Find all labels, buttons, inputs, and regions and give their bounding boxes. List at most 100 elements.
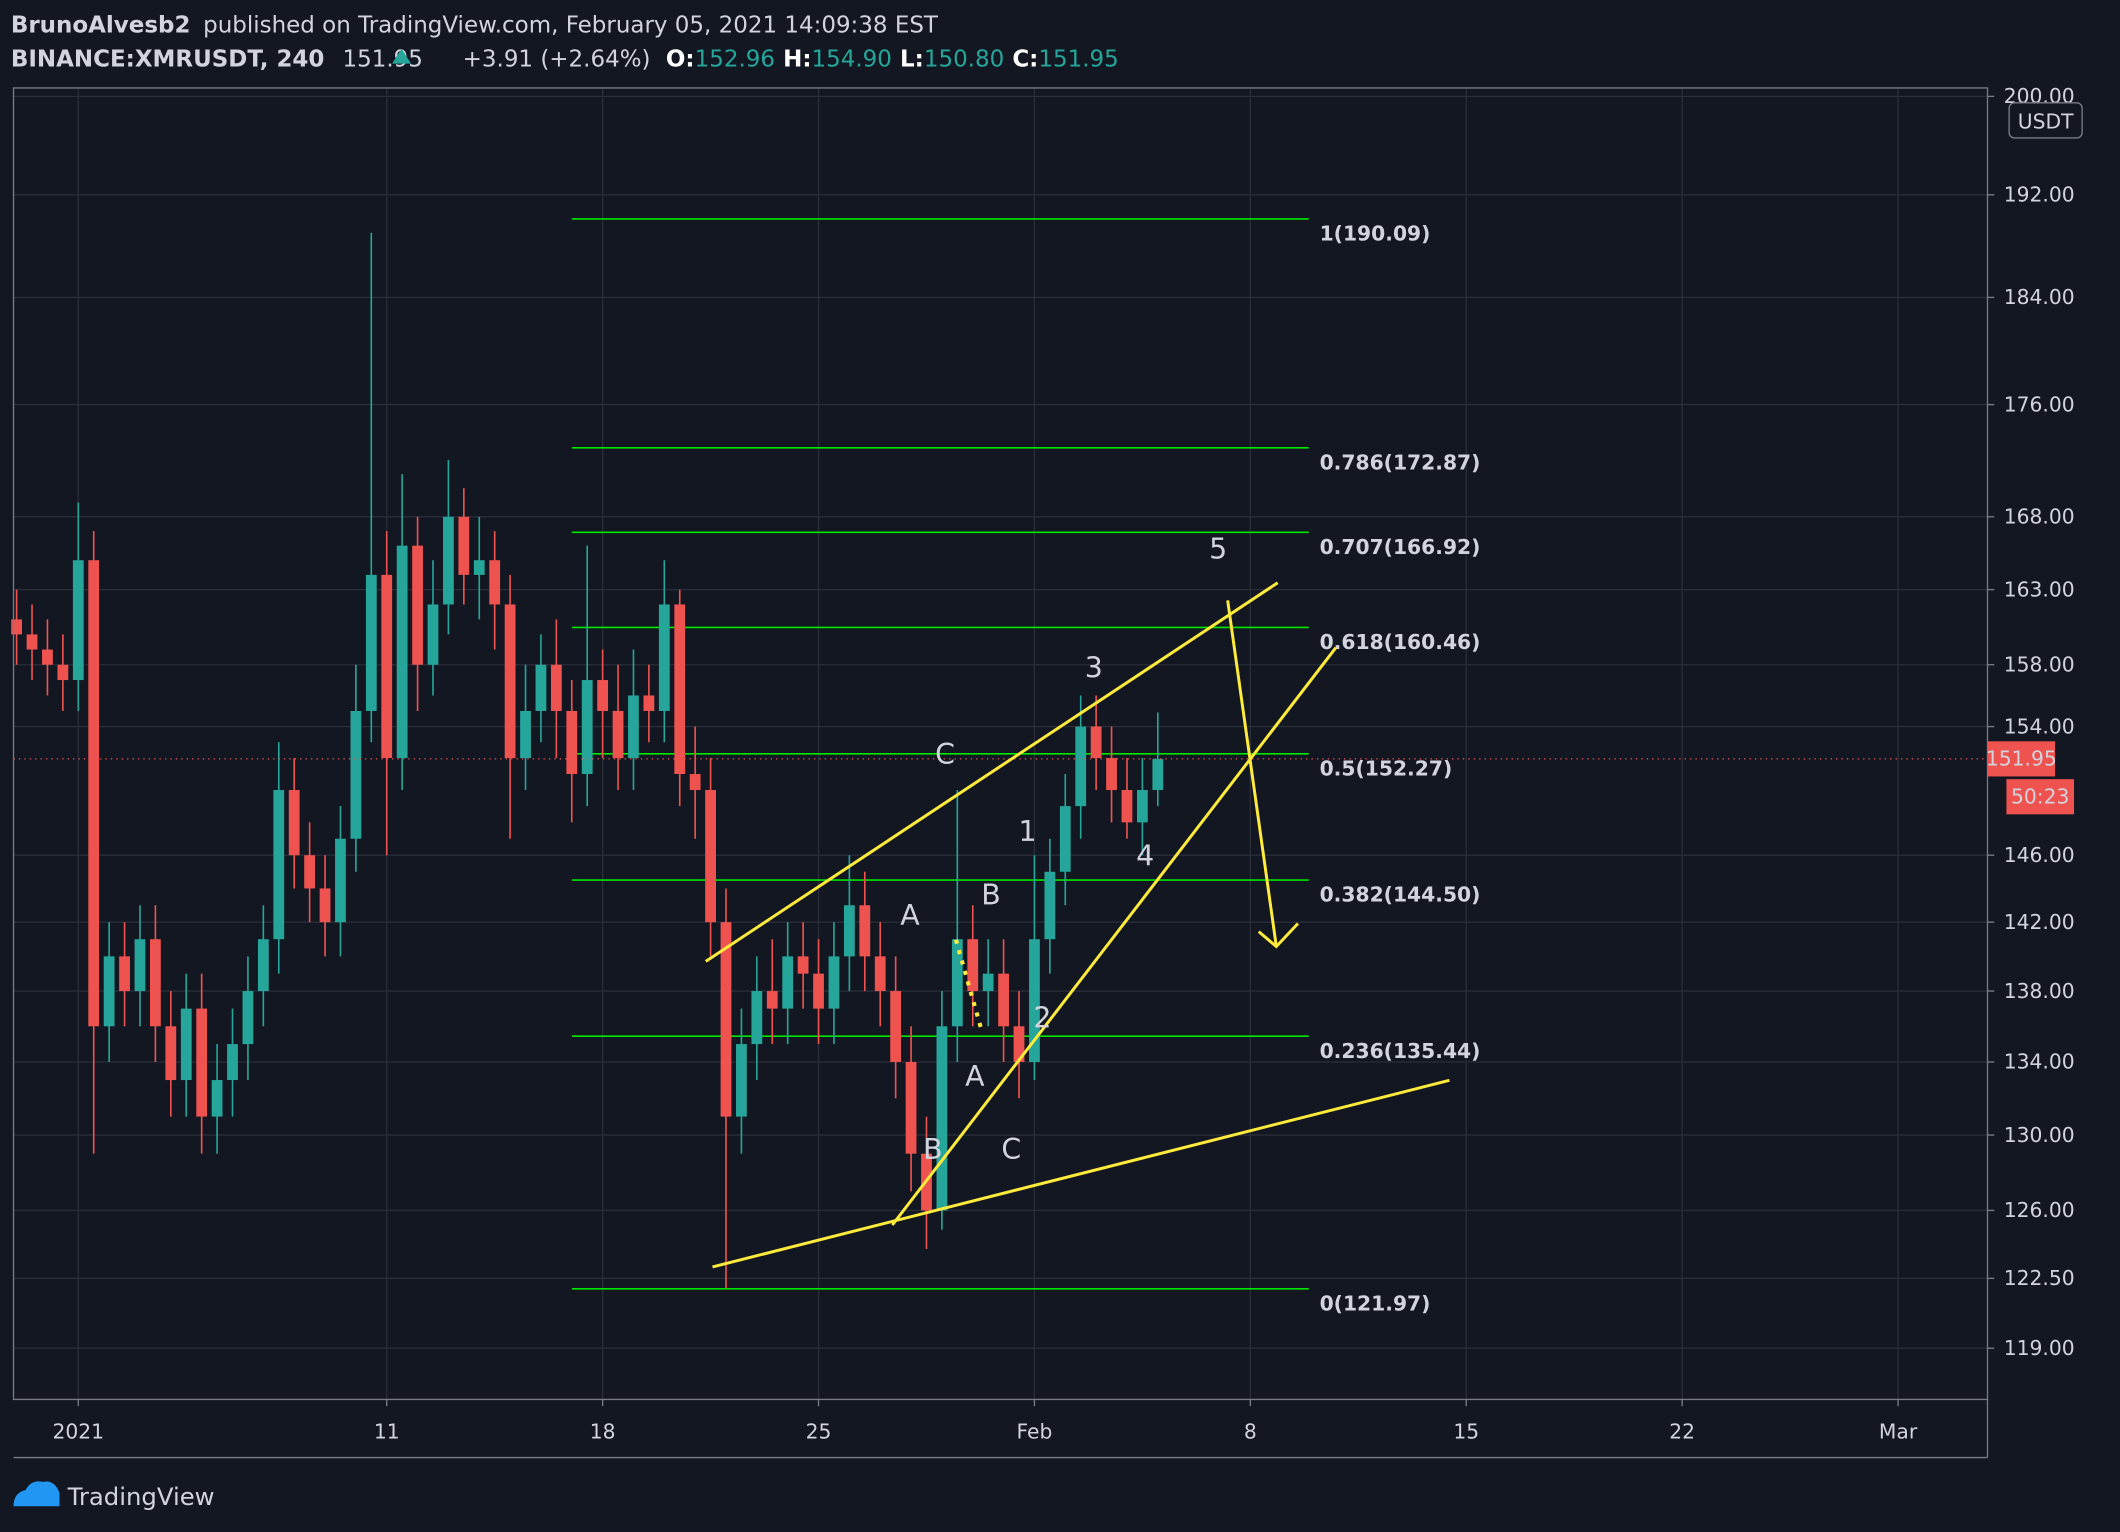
candle-body xyxy=(797,956,809,974)
dotted-line xyxy=(953,939,984,1031)
candle-body xyxy=(566,710,578,775)
y-tick-label: 122.50 xyxy=(2004,1266,2075,1290)
candle-body xyxy=(535,664,547,711)
y-tick-label: 146.00 xyxy=(2004,843,2075,867)
y-tick-label: 119.00 xyxy=(2004,1336,2075,1360)
candle-body xyxy=(674,604,686,775)
y-tick-label: 192.00 xyxy=(2004,183,2075,207)
author: BrunoAlvesb2 xyxy=(11,13,191,39)
candle-body xyxy=(180,1008,192,1081)
x-tick-label: 18 xyxy=(590,1420,616,1444)
arrow-head xyxy=(1257,922,1300,949)
y-tick-label: 134.00 xyxy=(2004,1050,2075,1074)
ohlc-label: L: xyxy=(900,46,924,72)
candle-body xyxy=(751,991,763,1045)
fib-label: 0.786(172.87) xyxy=(1320,451,1481,475)
fib-label: 0.236(135.44) xyxy=(1320,1039,1481,1063)
ohlc-label: O: xyxy=(666,46,695,72)
candle-body xyxy=(227,1044,238,1081)
x-tick-label: Mar xyxy=(1879,1420,1918,1444)
trend-line xyxy=(891,646,1337,1226)
wave-label: 1 xyxy=(1019,815,1037,848)
candle-body xyxy=(689,774,701,791)
candle-body xyxy=(1013,1026,1025,1062)
price-tag-label: 151.95 xyxy=(1986,747,2057,771)
last-price: 151.95 xyxy=(343,46,423,72)
axes: 200.00192.00184.00176.00168.00163.00158.… xyxy=(53,84,2075,1444)
candle-body xyxy=(88,560,100,1027)
ohlc-value: 150.80 xyxy=(924,46,1004,72)
candle-body xyxy=(1029,939,1040,1062)
symbol: BINANCE:XMRUSDT, 240 xyxy=(11,46,325,72)
drawings xyxy=(704,581,1450,1269)
change: +3.91 (+2.64%) xyxy=(463,46,651,72)
trend-line xyxy=(704,581,1279,963)
candle-body xyxy=(319,888,331,923)
currency-box[interactable] xyxy=(2008,102,2083,139)
y-tick-label: 142.00 xyxy=(2004,910,2075,934)
candle-body xyxy=(1136,790,1148,823)
candle-body xyxy=(1059,806,1071,872)
candle-body xyxy=(119,956,130,992)
candle-body xyxy=(396,545,408,759)
price-tag xyxy=(1987,741,2056,777)
candle-body xyxy=(473,560,485,575)
ohlc-label: H: xyxy=(783,46,811,72)
countdown-label: 50:23 xyxy=(2011,784,2069,808)
candle-body xyxy=(843,905,855,957)
fib-label: 0(121.97) xyxy=(1320,1291,1431,1315)
candle-body xyxy=(1090,726,1102,759)
wave-label: C xyxy=(935,738,955,771)
candle-body xyxy=(504,604,516,759)
candle-body xyxy=(1106,758,1117,791)
fib-label: 0.5(152.27) xyxy=(1320,756,1453,780)
x-tick-label: 8 xyxy=(1244,1420,1257,1444)
candle-body xyxy=(1121,790,1133,823)
y-tick-label: 176.00 xyxy=(2004,392,2075,416)
ohlc-value: 151.95 xyxy=(1038,46,1118,72)
header-line-2: BINANCE:XMRUSDT, 240 151.95 +3.91 (+2.64… xyxy=(11,46,1119,72)
candle-body xyxy=(905,1061,917,1154)
currency[interactable]: USDT xyxy=(2018,110,2074,134)
candle-body xyxy=(705,790,716,923)
y-tick-label: 163.00 xyxy=(2004,577,2075,601)
annotations: 5 3 1 4 2 C A B A B C xyxy=(900,532,1227,1165)
candle-body xyxy=(874,956,886,992)
y-tick-label: 154.00 xyxy=(2004,714,2075,738)
candle-body xyxy=(936,1026,948,1211)
up-triangle xyxy=(392,48,412,64)
wave-label: A xyxy=(965,1060,985,1093)
x-tick-label: 25 xyxy=(806,1420,832,1444)
candle-body xyxy=(581,680,593,775)
published: published on TradingView.com, February 0… xyxy=(203,13,939,39)
trend-line xyxy=(712,1078,1450,1269)
candle-body xyxy=(1152,758,1164,791)
wave-label: 2 xyxy=(1033,1002,1051,1035)
candle-body xyxy=(150,939,161,1027)
candle-body xyxy=(11,619,23,635)
candle-body xyxy=(165,1026,177,1081)
y-tick-label: 130.00 xyxy=(2004,1123,2075,1147)
logo-icon xyxy=(13,1481,60,1507)
candle-body xyxy=(1075,726,1087,807)
fib-label: 0.382(144.50) xyxy=(1320,883,1481,907)
candle-body xyxy=(103,956,115,1027)
header-line-1: BrunoAlvesb2 published on TradingView.co… xyxy=(11,13,939,39)
candle-body xyxy=(57,664,69,681)
candle-body xyxy=(443,516,454,605)
candle-body xyxy=(612,710,624,759)
candle-body xyxy=(211,1080,223,1117)
candle-body xyxy=(458,516,470,575)
candle-body xyxy=(890,991,902,1062)
y-tick-label: 184.00 xyxy=(2004,285,2075,309)
candle-body xyxy=(597,680,609,711)
candle-body xyxy=(736,1044,747,1117)
candle-body xyxy=(350,710,362,839)
candle-body xyxy=(304,855,316,889)
candle-body xyxy=(1044,871,1056,940)
candle-body xyxy=(412,545,423,665)
y-tick-label: 126.00 xyxy=(2004,1198,2075,1222)
candle-body xyxy=(72,560,84,681)
